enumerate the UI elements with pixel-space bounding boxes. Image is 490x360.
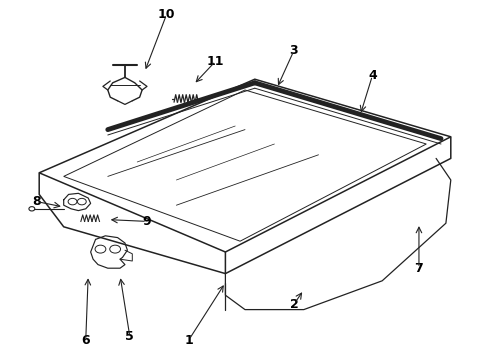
Text: 4: 4 bbox=[368, 69, 377, 82]
Text: 7: 7 bbox=[415, 262, 423, 275]
Text: 5: 5 bbox=[125, 330, 134, 343]
Text: 10: 10 bbox=[158, 8, 175, 21]
Text: 6: 6 bbox=[81, 334, 90, 347]
Text: 8: 8 bbox=[32, 195, 41, 208]
Text: 2: 2 bbox=[290, 298, 298, 311]
Text: 9: 9 bbox=[143, 215, 151, 228]
Text: 11: 11 bbox=[207, 55, 224, 68]
Text: 1: 1 bbox=[184, 334, 193, 347]
Text: 3: 3 bbox=[290, 44, 298, 57]
